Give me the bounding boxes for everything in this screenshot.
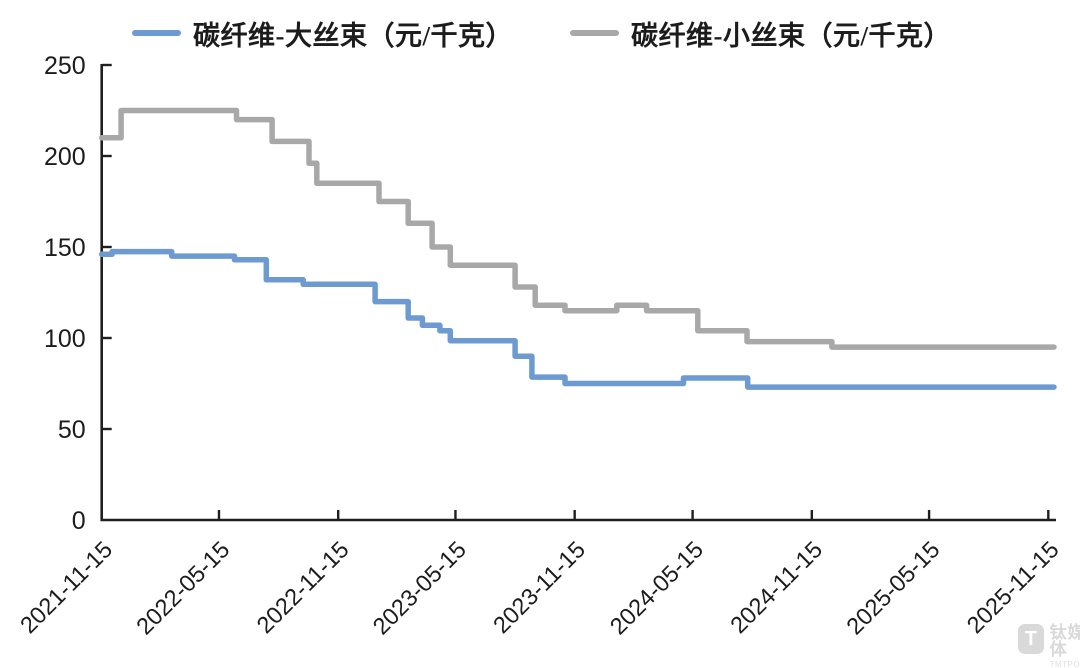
x-axis-label: 2023-11-15 <box>488 536 590 638</box>
series-line-small-tow <box>98 107 1057 350</box>
x-axis-label: 2024-11-15 <box>725 536 827 638</box>
x-axis-label: 2025-05-15 <box>841 536 944 639</box>
y-axis-label: 100 <box>44 325 86 353</box>
watermark-name-cn: 钛媒体 <box>1049 623 1080 659</box>
y-axis-label: 50 <box>58 416 86 444</box>
legend-label-small-tow: 碳纤维-小丝束（元/千克） <box>631 20 951 51</box>
x-axis-label: 2023-05-15 <box>368 536 471 639</box>
y-axis-label: 250 <box>44 52 86 80</box>
legend-swatch-small-tow-line <box>570 30 619 36</box>
chart-legend: 碳纤维-大丝束（元/千克） 碳纤维-小丝束（元/千克） <box>0 14 1080 54</box>
x-axis-label: 2022-05-15 <box>131 536 234 639</box>
legend-label-large-tow: 碳纤维-大丝束（元/千克） <box>193 20 513 51</box>
y-axis-label: 200 <box>44 143 86 171</box>
series-line-large-tow <box>98 248 1057 390</box>
legend-item-large-tow: 碳纤维-大丝束（元/千克） <box>132 14 513 52</box>
tmtpost-logo-icon: T <box>1018 624 1044 654</box>
x-axis-label: 2025-11-15 <box>962 536 1064 638</box>
legend-swatch-large-tow-line <box>132 30 181 36</box>
watermark-name-en: TMTPOST <box>1049 660 1080 668</box>
y-axis-label: 0 <box>72 507 86 535</box>
y-axis-label: 150 <box>44 234 86 262</box>
tmtpost-watermark: T 钛媒体 TMTPOST <box>1018 624 1080 668</box>
x-axis-label: 2022-11-15 <box>252 536 354 638</box>
legend-item-small-tow: 碳纤维-小丝束（元/千克） <box>570 14 951 52</box>
x-axis-label: 2024-05-15 <box>605 536 708 639</box>
x-axis-label: 2021-11-15 <box>15 536 117 638</box>
axis-lines <box>100 64 1056 522</box>
